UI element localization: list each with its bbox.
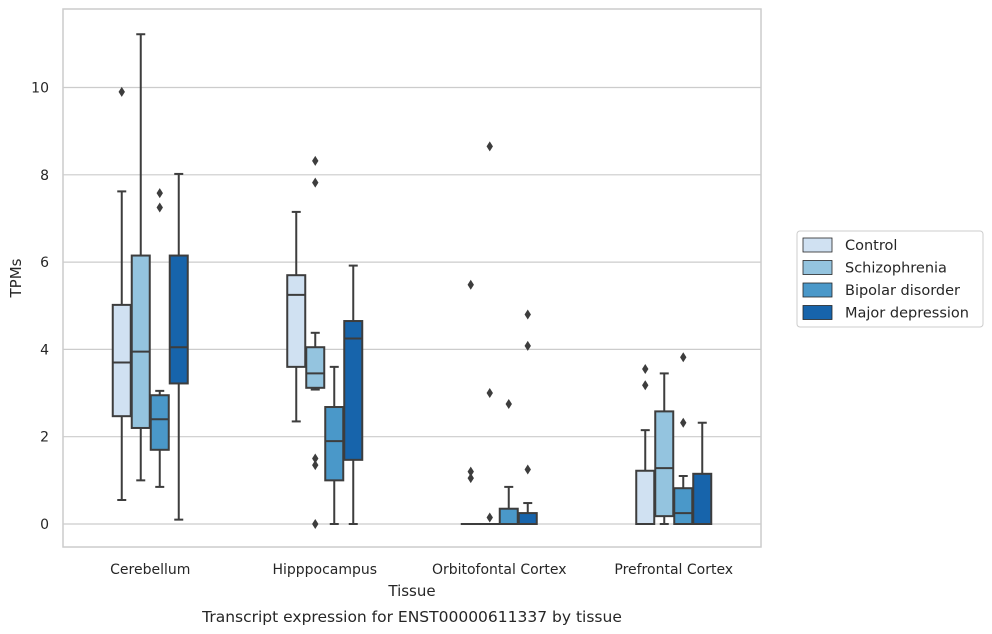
outlier-point [312, 453, 319, 464]
legend-swatch [802, 282, 833, 298]
chart-caption: Transcript expression for ENST0000061133… [201, 608, 622, 626]
outlier-point [156, 202, 163, 213]
box-iqr [635, 469, 656, 526]
box-schizophrenia [305, 155, 326, 529]
outlier-point [642, 380, 649, 391]
outlier-point [524, 309, 531, 320]
box-groups [111, 33, 713, 529]
box-control [460, 279, 481, 526]
box-iqr [130, 254, 151, 429]
box-major-depression [343, 264, 364, 525]
outlier-point [312, 519, 319, 529]
outlier-point [524, 464, 531, 475]
outlier-point [312, 460, 319, 471]
legend-swatch [802, 305, 833, 320]
outlier-point [486, 512, 493, 523]
legend-frame [796, 230, 984, 328]
box-major-depression [517, 309, 538, 526]
box-schizophrenia [654, 372, 675, 525]
legend-label: Major depression [845, 306, 969, 322]
box-iqr [305, 346, 326, 389]
x-tick-label: Orbitofontal Cortex [432, 562, 567, 578]
x-tick-label: Hipppocampus [272, 562, 377, 578]
box-iqr [111, 303, 132, 418]
x-tick-label: Cerebellum [110, 562, 190, 578]
x-tick-label: Prefrontal Cortex [614, 562, 733, 578]
box-bipolar-disorder [673, 352, 694, 525]
box-bipolar-disorder [324, 365, 345, 525]
legend-label: Bipolar disorder [845, 283, 960, 299]
outlier-point [505, 398, 512, 409]
box-iqr [343, 320, 364, 461]
legend: Control Schizophrenia Bipolar disorder Majo… [796, 230, 984, 328]
box-iqr [498, 507, 519, 526]
y-tick-label: 8 [40, 168, 49, 184]
y-tick-label: 2 [40, 430, 49, 446]
box-iqr [324, 406, 345, 482]
outlier-point [156, 188, 163, 199]
box-major-depression [168, 172, 189, 521]
box-schizophrenia [130, 33, 151, 482]
outlier-point [486, 141, 493, 152]
outlier-point [312, 155, 319, 166]
box-control [286, 210, 307, 423]
outlier-point [680, 417, 687, 428]
box-iqr [517, 512, 538, 526]
legend-swatch [802, 237, 833, 253]
box-major-depression [692, 421, 713, 525]
outlier-point [680, 352, 687, 363]
box-iqr [168, 254, 189, 385]
x-axis-label: Tissue [387, 582, 435, 600]
axis-ticks: 0 2 4 6 8 10 Cerebellum Hipppocampus Orbitofonta… [31, 81, 733, 579]
box-iqr [149, 394, 170, 451]
outlier-point [467, 279, 474, 290]
outlier-point [524, 340, 531, 351]
box-schizophrenia [479, 141, 500, 526]
legend-items: Control Schizophrenia Bipolar disorder Majo… [802, 237, 969, 322]
legend-label: Control [845, 238, 897, 254]
outlier-point [467, 466, 474, 477]
box-iqr [654, 410, 675, 518]
y-tick-label: 4 [40, 342, 49, 358]
box-iqr [673, 487, 694, 525]
box-iqr [692, 472, 713, 525]
outlier-point [486, 388, 493, 399]
legend-label: Schizophrenia [845, 261, 947, 277]
y-tick-label: 6 [40, 255, 49, 271]
y-tick-label: 0 [40, 517, 49, 533]
box-bipolar-disorder [149, 188, 170, 488]
legend-swatch [802, 260, 833, 275]
outlier-point [642, 364, 649, 375]
y-tick-label: 10 [31, 81, 49, 97]
y-axis-label: TPMs [7, 258, 25, 298]
box-iqr [286, 274, 307, 368]
outlier-point [118, 86, 125, 97]
plot-frame [62, 8, 762, 548]
outlier-point [312, 177, 319, 188]
outlier-point [467, 473, 474, 484]
